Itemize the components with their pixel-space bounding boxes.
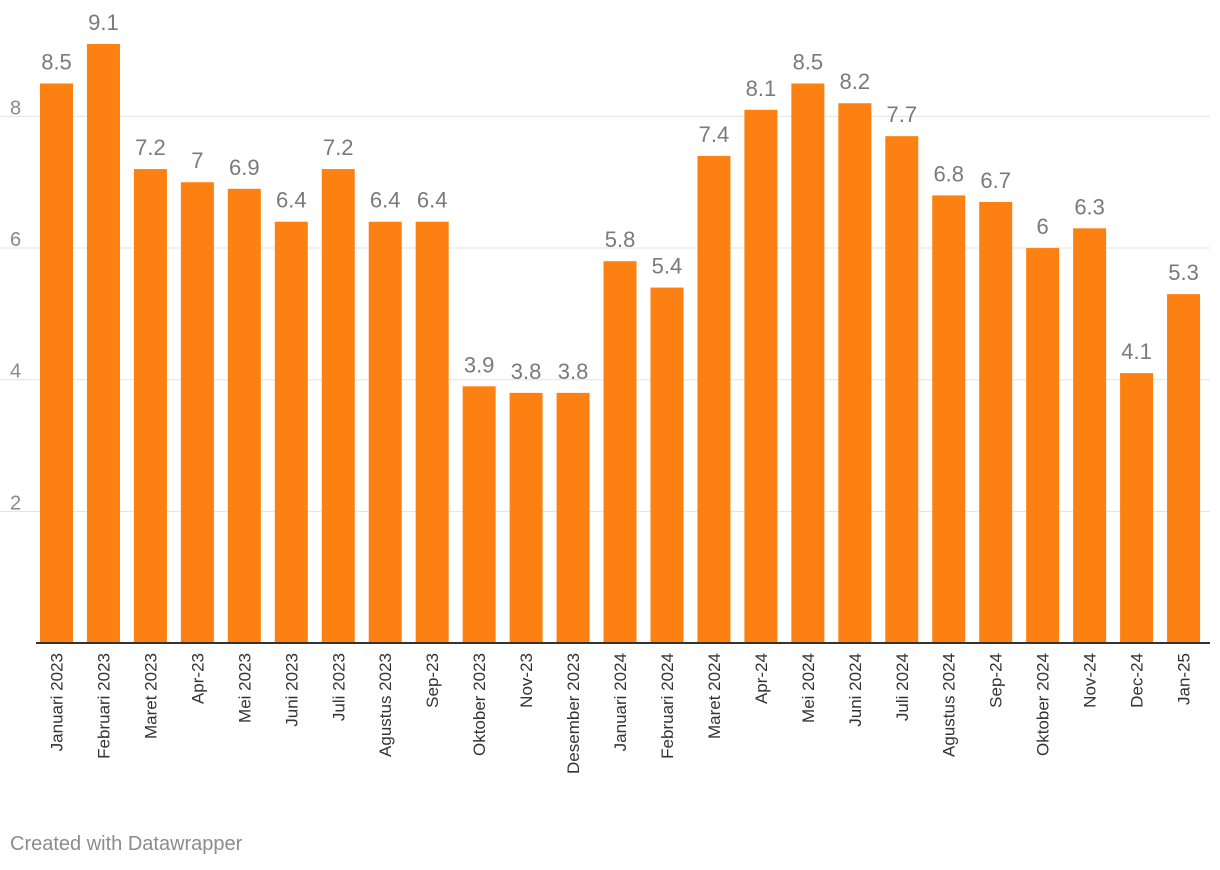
y-axis-ticks: 2 4 6 8 [10, 97, 21, 514]
bar [791, 83, 825, 643]
x-tick-label: Mei 2023 [235, 653, 254, 723]
bar-value-label: 6.9 [229, 155, 260, 180]
x-tick-label: Nov-23 [517, 653, 536, 708]
bar [885, 136, 919, 643]
x-tick-label: Maret 2023 [141, 653, 160, 739]
bar-value-label: 6.4 [417, 188, 448, 213]
x-tick-label: Oktober 2024 [1034, 653, 1053, 756]
bar [1026, 248, 1060, 644]
bar [321, 169, 355, 644]
x-tick-label: Mei 2024 [799, 653, 818, 723]
bar [979, 201, 1013, 643]
bar [227, 188, 261, 644]
bar [133, 169, 167, 644]
bar-value-label: 9.1 [88, 10, 119, 35]
bar [40, 83, 73, 643]
bar-value-label: 8.5 [793, 49, 824, 74]
bar [697, 155, 731, 643]
x-axis-labels: Januari 2023 Februari 2023 Maret 2023 Apr-2… [48, 653, 1194, 774]
x-tick-label: Juni 2023 [282, 653, 301, 727]
x-tick-label: Juli 2024 [893, 653, 912, 721]
x-tick-label: Dec-24 [1128, 653, 1147, 708]
bar [180, 182, 214, 643]
bar-value-label: 8.1 [746, 76, 777, 101]
bar [650, 287, 684, 643]
bar [86, 44, 120, 643]
bar-value-label: 7.4 [699, 122, 730, 147]
bar [509, 392, 543, 643]
bar-value-label: 7 [191, 148, 203, 173]
x-tick-label: Maret 2024 [705, 653, 724, 739]
bar-value-label: 5.4 [652, 254, 683, 279]
x-tick-label: Apr-23 [188, 653, 207, 704]
x-tick-label: Januari 2024 [611, 653, 630, 751]
bar-value-label: 7.7 [886, 102, 917, 127]
x-tick-label: Februari 2024 [658, 653, 677, 759]
bar [415, 221, 449, 643]
y-tick-label: 2 [10, 492, 21, 514]
bar-value-label: 8.2 [840, 69, 871, 94]
x-tick-label: Apr-24 [752, 653, 771, 704]
bar-value-label: 7.2 [135, 135, 166, 160]
x-tick-label: Juni 2024 [846, 653, 865, 727]
bar-value-label: 7.2 [323, 135, 354, 160]
bar-value-label: 6 [1037, 214, 1049, 239]
bar [462, 386, 496, 643]
bar-value-label: 3.8 [558, 359, 589, 384]
bar-value-label: 8.5 [41, 49, 72, 74]
x-tick-label: Sep-23 [423, 653, 442, 708]
bar-value-label: 6.3 [1074, 194, 1105, 219]
x-tick-label: Februari 2023 [94, 653, 113, 759]
bar [603, 261, 637, 643]
x-tick-label: Januari 2023 [48, 653, 67, 751]
bar [744, 109, 778, 644]
bar [932, 195, 966, 643]
bar-value-label: 5.8 [605, 227, 636, 252]
bar-chart: 8.5 9.1 7.2 7 6.9 6.4 7.2 6.4 6.4 3.9 3.8 3.8 5.8 5.4… [0, 10, 1210, 774]
bars [40, 44, 1201, 644]
bar-value-label: 6.7 [980, 168, 1011, 193]
x-tick-label: Jan-25 [1175, 653, 1194, 705]
bar-value-label: 6.4 [370, 188, 401, 213]
bar [1073, 228, 1107, 644]
bar-value-label: 3.8 [511, 359, 542, 384]
bar [368, 221, 402, 643]
bar [838, 103, 872, 643]
x-tick-label: Juli 2023 [329, 653, 348, 721]
x-tick-label: Oktober 2023 [470, 653, 489, 756]
bar-value-label: 4.1 [1121, 339, 1152, 364]
bar [1167, 294, 1201, 643]
bar-value-label: 6.4 [276, 188, 307, 213]
bar-value-label: 6.8 [933, 161, 964, 186]
bar [1120, 373, 1154, 643]
x-tick-label: Agustus 2023 [376, 653, 395, 757]
x-tick-label: Desember 2023 [564, 653, 583, 774]
bar [556, 392, 590, 643]
y-tick-label: 8 [10, 97, 21, 119]
bar [274, 221, 308, 643]
y-tick-label: 4 [10, 361, 21, 383]
y-tick-label: 6 [10, 229, 21, 251]
bar-value-label: 3.9 [464, 352, 495, 377]
x-tick-label: Nov-24 [1081, 653, 1100, 708]
value-labels: 8.5 9.1 7.2 7 6.9 6.4 7.2 6.4 6.4 3.9 3.8 3.8 5.8 5.4… [41, 10, 1199, 384]
x-tick-label: Agustus 2024 [940, 653, 959, 757]
footer-credit: Created with Datawrapper [10, 833, 243, 855]
x-tick-label: Sep-24 [987, 653, 1006, 708]
bar-value-label: 5.3 [1168, 260, 1199, 285]
